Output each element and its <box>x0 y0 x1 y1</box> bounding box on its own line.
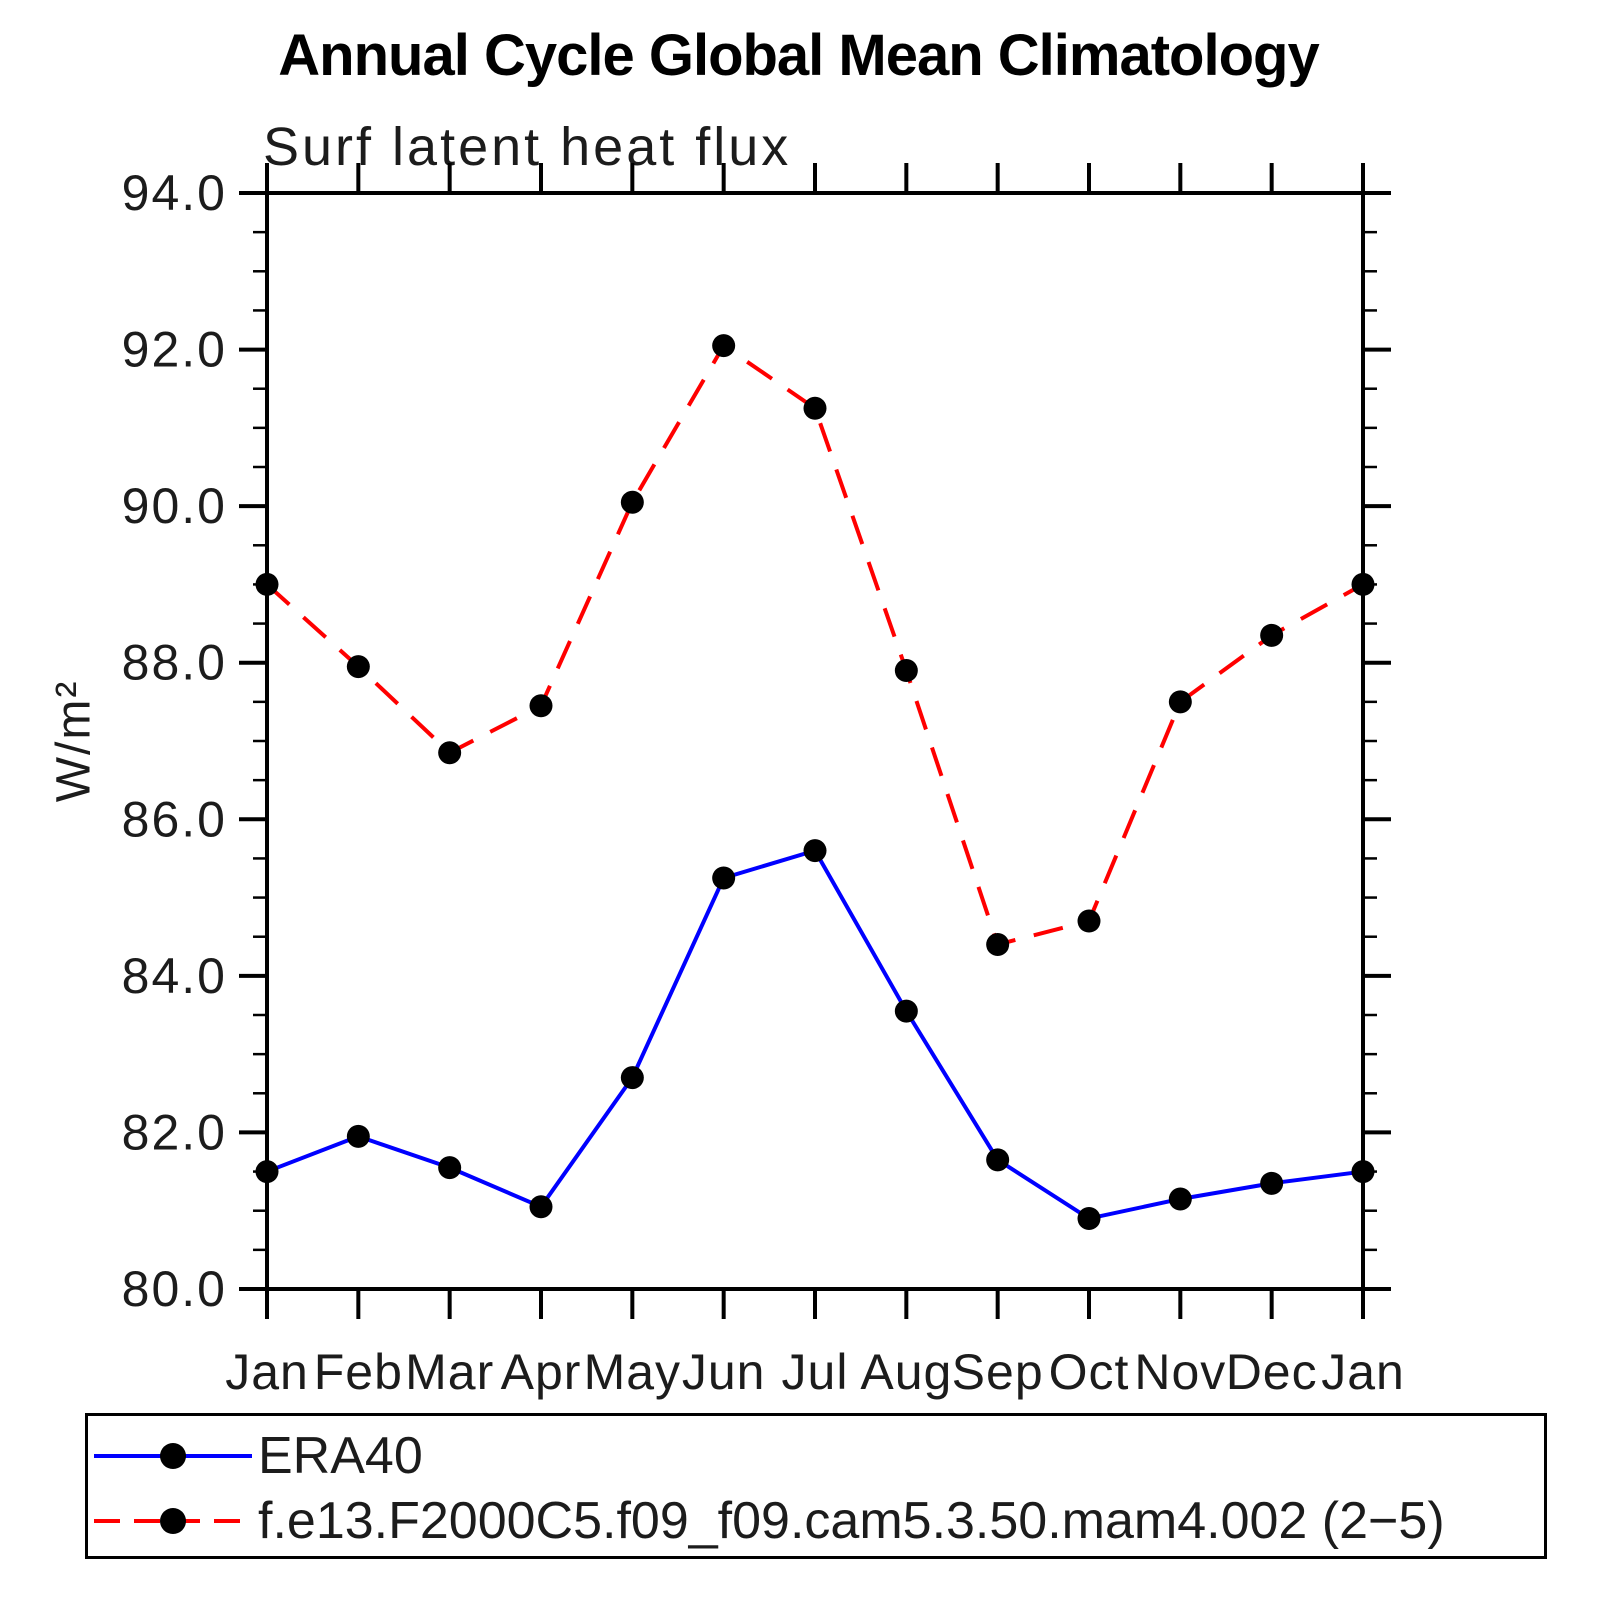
era40-line-sample <box>94 1442 252 1469</box>
data-point-marker-1 <box>1260 623 1284 647</box>
y-tick-label: 86.0 <box>122 791 227 847</box>
x-tick-label: Sep <box>952 1344 1044 1400</box>
legend-sample-marker <box>160 1442 186 1469</box>
x-tick-label: Mar <box>405 1344 494 1400</box>
series-line-0 <box>266 848 1364 1221</box>
x-tick-label: Apr <box>501 1344 582 1400</box>
y-tick-label: 94.0 <box>122 165 227 221</box>
x-tick-label: May <box>584 1344 681 1400</box>
model-line-sample <box>94 1507 252 1534</box>
data-point-marker-0 <box>986 1148 1010 1172</box>
y-tick-label: 88.0 <box>122 635 227 691</box>
x-tick-label: Dec <box>1226 1344 1318 1400</box>
x-tick-label: Jul <box>782 1344 849 1400</box>
data-point-marker-1 <box>986 933 1010 957</box>
data-point-marker-1 <box>894 659 918 683</box>
chart-title: Annual Cycle Global Mean Climatology <box>278 23 1319 88</box>
data-point-marker-0 <box>712 866 736 890</box>
data-point-marker-1 <box>803 396 827 420</box>
data-point-marker-0 <box>894 999 918 1023</box>
chart-subtitle: Surf latent heat flux <box>263 117 792 177</box>
data-point-marker-1 <box>529 694 553 718</box>
data-point-marker-0 <box>255 1160 279 1184</box>
legend-box: ERA40 f.e13.F2000C5.f09_f09.cam5.3.50.ma… <box>85 1413 1547 1559</box>
y-tick-label: 90.0 <box>122 478 227 534</box>
data-point-marker-0 <box>346 1124 370 1148</box>
data-point-marker-0 <box>1351 1160 1375 1184</box>
x-tick-label: Jun <box>682 1344 766 1400</box>
data-point-marker-0 <box>1077 1207 1101 1231</box>
x-tick-label: Nov <box>1134 1344 1226 1400</box>
x-tick-label: Jan <box>1321 1344 1405 1400</box>
legend-sample-marker <box>160 1507 186 1534</box>
x-tick-label: Oct <box>1049 1344 1130 1400</box>
y-tick-label: 80.0 <box>122 1261 227 1317</box>
data-point-marker-0 <box>1260 1171 1284 1195</box>
data-point-marker-1 <box>346 655 370 679</box>
data-point-marker-1 <box>620 490 644 514</box>
data-point-marker-0 <box>803 839 827 863</box>
data-point-marker-0 <box>529 1195 553 1219</box>
legend-item-model: f.e13.F2000C5.f09_f09.cam5.3.50.mam4.002… <box>88 1488 1544 1553</box>
data-point-marker-1 <box>712 334 736 358</box>
legend-label-model: f.e13.F2000C5.f09_f09.cam5.3.50.mam4.002… <box>258 1491 1445 1550</box>
data-point-marker-0 <box>620 1066 644 1090</box>
x-tick-label: Jan <box>225 1344 309 1400</box>
data-point-marker-1 <box>1168 690 1192 714</box>
data-point-marker-0 <box>1168 1187 1192 1211</box>
y-tick-label: 92.0 <box>122 322 227 378</box>
plot-frame <box>265 191 1365 1291</box>
y-tick-label: 84.0 <box>122 948 227 1004</box>
data-point-marker-1 <box>1351 572 1375 596</box>
data-point-marker-0 <box>438 1156 462 1180</box>
y-tick-label: 82.0 <box>122 1104 227 1160</box>
data-point-marker-1 <box>1077 909 1101 933</box>
x-tick-label: Aug <box>860 1344 952 1400</box>
data-point-marker-1 <box>438 741 462 765</box>
x-tick-label: Feb <box>314 1344 403 1400</box>
data-point-marker-1 <box>255 572 279 596</box>
legend-item-era40: ERA40 <box>88 1423 1544 1488</box>
legend-label-era40: ERA40 <box>258 1426 423 1485</box>
